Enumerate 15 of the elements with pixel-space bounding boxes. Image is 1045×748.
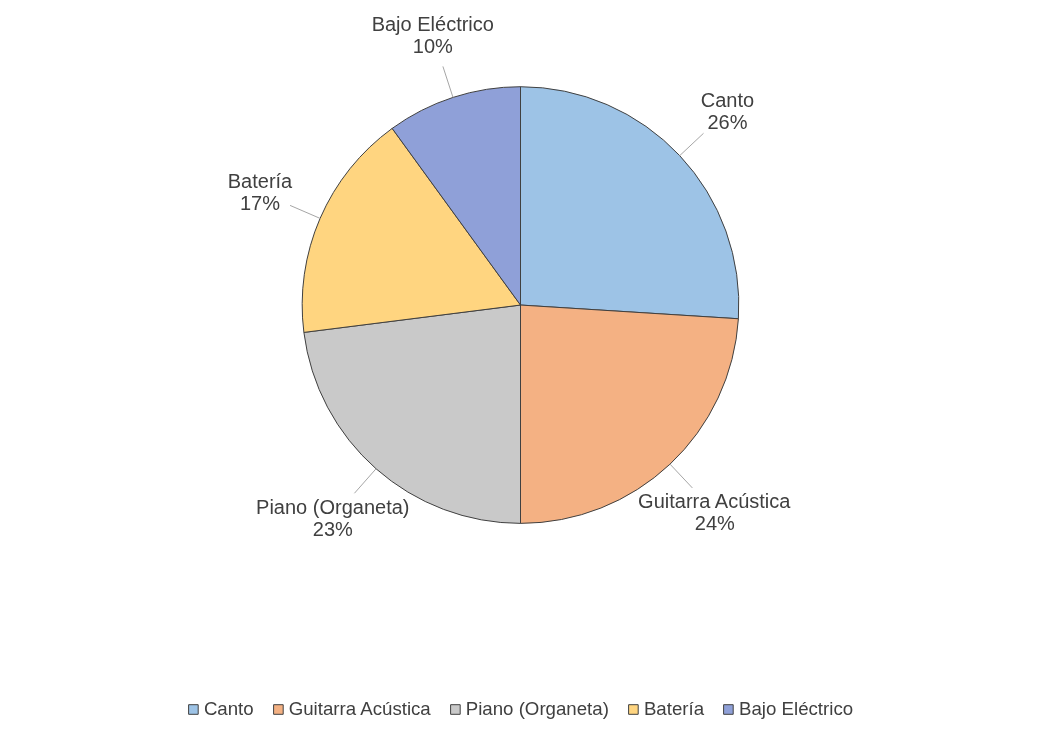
legend-label: Guitarra Acústica: [288, 698, 431, 720]
legend-label: Piano (Organeta): [465, 698, 609, 720]
data-label: 24%: [694, 511, 736, 534]
data-label: 26%: [707, 110, 748, 133]
slice-label: Canto: [700, 88, 755, 111]
slice-label: Guitarra Acústica: [638, 489, 792, 512]
legend-label: Canto: [203, 698, 254, 720]
slice-label: Batería: [227, 170, 294, 193]
legend-label: Batería: [643, 698, 705, 720]
data-label: 23%: [312, 517, 354, 540]
slice-label: Bajo Eléctrico: [371, 13, 494, 36]
data-label: 17%: [239, 192, 281, 215]
data-label: 10%: [412, 35, 454, 58]
legend-label: Bajo Eléctrico: [739, 698, 854, 720]
slice-label: Piano (Organeta): [256, 495, 410, 518]
